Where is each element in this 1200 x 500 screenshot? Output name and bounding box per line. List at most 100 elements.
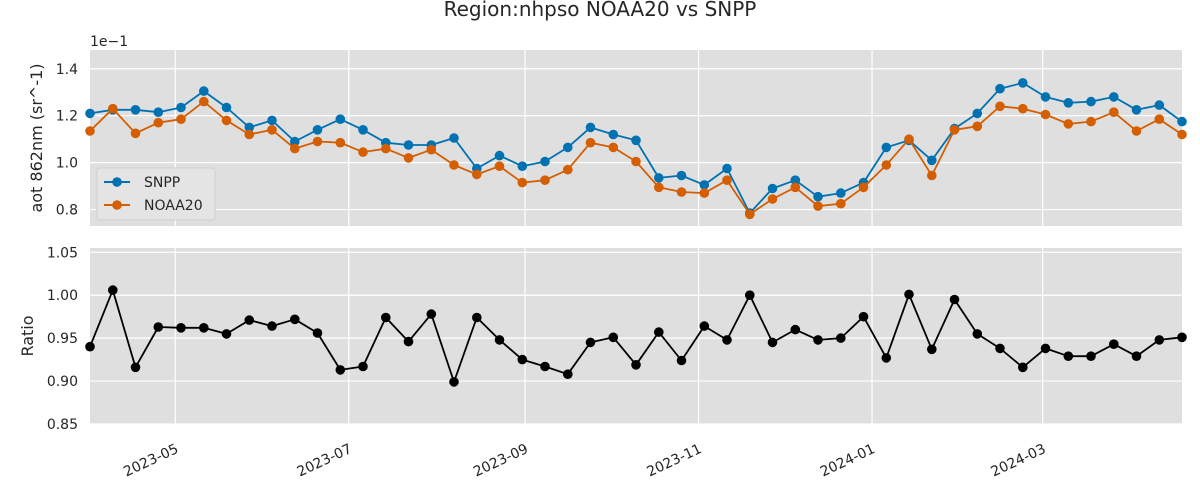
bottom-point-0-21 [563, 369, 573, 380]
top-point-snpp-8 [267, 115, 277, 126]
bottom-point-0-11 [335, 365, 346, 375]
top-point-noaa20-31 [790, 182, 801, 193]
bottom-point-0-24 [631, 360, 641, 370]
top-point-noaa20-6 [221, 115, 232, 126]
bottom-point-0-34 [858, 311, 869, 322]
top-point-snpp-10 [312, 125, 323, 135]
top-point-snpp-37 [927, 155, 937, 166]
top-point-noaa20-13 [381, 143, 391, 154]
bottom-point-0-25 [654, 327, 664, 337]
top-point-snpp-21 [563, 142, 573, 153]
top-y-ticks: 0.8 1.0 1.2 1.4 [56, 62, 78, 219]
top-point-snpp-28 [722, 163, 732, 174]
top-point-snpp-39 [972, 108, 983, 119]
top-point-noaa20-33 [836, 198, 846, 209]
legend: SNPP NOAA20 [96, 167, 216, 221]
top-point-snpp-41 [1018, 78, 1028, 88]
top-point-noaa20-3 [153, 117, 164, 128]
bottom-point-0-42 [1040, 343, 1051, 354]
bottom-x-ticks: 2023-05 2023-07 2023-09 2023-11 2024-01 2024-… [121, 441, 1048, 480]
top-point-noaa20-11 [335, 137, 346, 148]
legend-label-noaa20: NOAA20 [144, 198, 203, 214]
bottom-point-0-22 [585, 337, 596, 348]
bottom-point-0-27 [699, 321, 710, 331]
top-point-snpp-19 [517, 161, 528, 171]
bottom-point-0-43 [1063, 351, 1074, 362]
bottom-point-0-6 [221, 329, 232, 339]
top-point-noaa20-36 [904, 134, 914, 144]
x-tick-label-1: 2023-07 [295, 441, 355, 480]
legend-marker-noaa20 [112, 200, 122, 210]
bottom-point-0-47 [1154, 335, 1165, 345]
top-point-noaa20-5 [199, 96, 209, 107]
bottom-point-0-30 [767, 337, 778, 348]
bottom-point-0-15 [426, 309, 437, 319]
bottom-point-0-3 [153, 322, 164, 332]
top-point-snpp-9 [290, 136, 300, 147]
bottom-point-0-16 [449, 377, 459, 387]
top-point-noaa20-38 [949, 125, 960, 135]
top-point-snpp-16 [449, 133, 459, 143]
top-point-noaa20-20 [540, 175, 550, 185]
bottom-ytick-label-1: 0.90 [47, 374, 78, 390]
x-tick-label-4: 2024-01 [818, 441, 878, 480]
top-point-snpp-0 [85, 108, 95, 119]
top-point-snpp-45 [1109, 92, 1119, 102]
top-point-noaa20-35 [881, 160, 892, 170]
x-tick-label-0: 2023-05 [121, 441, 181, 480]
top-point-snpp-26 [676, 170, 687, 181]
bottom-point-0-17 [472, 312, 482, 323]
bottom-point-0-48 [1177, 332, 1187, 343]
top-point-snpp-23 [608, 129, 619, 140]
top-point-noaa20-16 [449, 160, 459, 170]
top-point-snpp-14 [403, 140, 414, 150]
top-point-noaa20-45 [1109, 107, 1119, 117]
top-point-noaa20-26 [676, 187, 687, 197]
top-point-noaa20-44 [1086, 116, 1096, 127]
legend-label-snpp: SNPP [144, 175, 180, 191]
top-point-snpp-33 [836, 188, 846, 198]
top-point-noaa20-22 [585, 137, 596, 148]
top-point-snpp-20 [540, 156, 550, 167]
bottom-point-0-32 [813, 335, 823, 345]
bottom-point-0-7 [244, 315, 255, 325]
top-point-noaa20-43 [1063, 119, 1074, 129]
top-point-noaa20-8 [267, 125, 277, 135]
bottom-point-0-23 [608, 332, 619, 343]
legend-marker-snpp [112, 177, 122, 187]
bottom-series [85, 285, 1187, 387]
top-point-noaa20-41 [1018, 103, 1028, 114]
top-point-noaa20-32 [813, 201, 823, 211]
top-y-axis-label: aot 862nm (sr^-1) [27, 63, 46, 212]
top-point-noaa20-21 [563, 164, 573, 175]
bottom-ytick-label-2: 0.95 [47, 331, 78, 347]
bottom-point-0-8 [267, 321, 277, 331]
top-point-noaa20-46 [1131, 126, 1142, 136]
top-point-snpp-27 [699, 180, 710, 190]
top-panel: 0.8 1.0 1.2 1.4 1e−1 aot 862nm (sr^-1) SNPP… [27, 34, 1187, 226]
top-point-snpp-43 [1063, 98, 1074, 108]
top-point-snpp-7 [244, 122, 255, 133]
bottom-point-0-12 [358, 361, 368, 372]
bottom-point-0-36 [904, 289, 914, 300]
top-series [85, 78, 1187, 220]
bottom-point-0-37 [927, 344, 937, 355]
top-point-noaa20-14 [403, 153, 414, 163]
bottom-plot-area [90, 248, 1182, 424]
top-point-noaa20-23 [608, 142, 619, 153]
bottom-point-0-18 [494, 335, 505, 345]
top-ytick-label-1: 1.0 [56, 156, 78, 172]
top-point-snpp-42 [1040, 92, 1051, 102]
bottom-point-0-39 [972, 329, 983, 339]
bottom-point-0-46 [1131, 351, 1142, 362]
top-point-noaa20-2 [130, 128, 141, 139]
top-point-noaa20-1 [108, 103, 118, 114]
bottom-point-0-38 [949, 294, 960, 305]
top-point-noaa20-27 [699, 188, 710, 198]
top-point-noaa20-19 [517, 177, 528, 188]
top-point-snpp-48 [1177, 116, 1187, 127]
bottom-point-0-29 [745, 290, 755, 301]
top-ytick-label-3: 1.4 [56, 62, 78, 78]
bottom-point-0-9 [290, 314, 300, 325]
